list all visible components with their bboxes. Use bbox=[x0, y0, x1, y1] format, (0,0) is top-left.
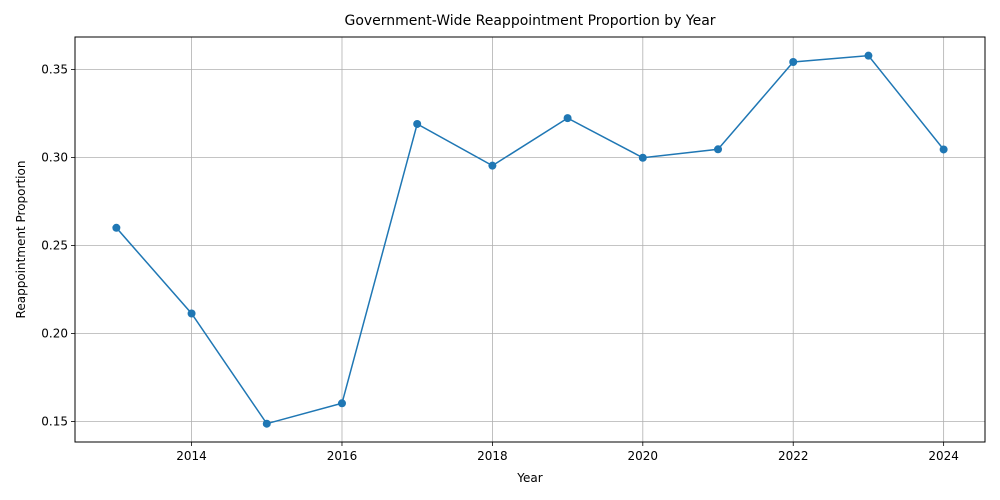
data-point bbox=[939, 145, 948, 154]
y-axis-label: Reappointment Proportion bbox=[14, 161, 28, 319]
series-layer bbox=[112, 51, 948, 428]
data-point bbox=[789, 57, 798, 66]
grid-lines bbox=[75, 37, 985, 442]
data-point bbox=[714, 145, 723, 154]
series-line bbox=[115, 54, 945, 425]
data-point bbox=[187, 309, 196, 318]
data-point bbox=[262, 419, 271, 428]
x-tick-label: 2022 bbox=[778, 449, 809, 463]
data-point bbox=[864, 51, 873, 60]
data-point bbox=[112, 223, 121, 232]
y-tick-label: 0.35 bbox=[41, 62, 68, 76]
y-tick-label: 0.25 bbox=[41, 238, 68, 252]
y-tick-label: 0.20 bbox=[41, 326, 68, 340]
data-point bbox=[638, 153, 647, 162]
data-point bbox=[563, 114, 572, 123]
data-point bbox=[488, 161, 497, 170]
x-tick-label: 2024 bbox=[928, 449, 959, 463]
y-tick-label: 0.30 bbox=[41, 150, 68, 164]
tick-layer: 2014 2016 2018 2020 2022 2024 0.15 0.20 0.25 0.30… bbox=[41, 62, 959, 463]
x-tick-label: 2016 bbox=[327, 449, 358, 463]
x-tick-label: 2020 bbox=[628, 449, 659, 463]
data-point bbox=[337, 399, 346, 408]
chart-title: Government-Wide Reappointment Proportion… bbox=[344, 13, 715, 29]
x-tick-label: 2014 bbox=[176, 449, 207, 463]
x-tick-label: 2018 bbox=[477, 449, 508, 463]
y-tick-label: 0.15 bbox=[41, 414, 68, 428]
x-axis-label: Year bbox=[516, 471, 542, 485]
plot-frame bbox=[74, 36, 986, 443]
data-point bbox=[413, 119, 422, 128]
